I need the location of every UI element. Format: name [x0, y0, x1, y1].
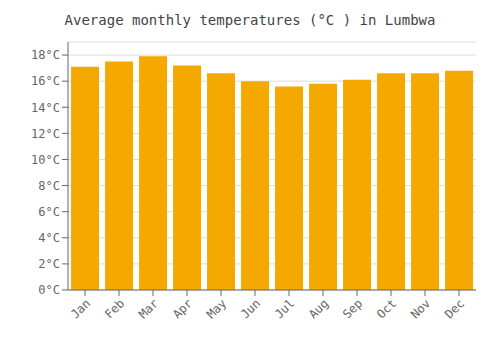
svg-text:4°C: 4°C — [38, 231, 60, 245]
svg-text:Mar: Mar — [136, 296, 161, 321]
svg-text:Jun: Jun — [238, 296, 263, 321]
svg-text:Apr: Apr — [170, 296, 195, 321]
svg-text:18°C: 18°C — [31, 48, 60, 62]
svg-text:Oct: Oct — [374, 296, 399, 321]
svg-text:2°C: 2°C — [38, 257, 60, 271]
svg-text:Aug: Aug — [306, 296, 331, 321]
svg-text:Jan: Jan — [68, 296, 93, 321]
svg-text:Feb: Feb — [102, 296, 127, 321]
svg-text:Dec: Dec — [442, 296, 467, 321]
svg-text:8°C: 8°C — [38, 179, 60, 193]
svg-text:14°C: 14°C — [31, 101, 60, 115]
svg-text:6°C: 6°C — [38, 205, 60, 219]
svg-text:12°C: 12°C — [31, 127, 60, 141]
html-text:Average monthly temperatures (: Average monthly temperatures (°C ) in Lu… — [64, 12, 436, 28]
svg-text:May: May — [204, 296, 229, 321]
svg-text:Nov: Nov — [408, 296, 433, 321]
svg-text:Jul: Jul — [272, 296, 297, 321]
svg-text:16°C: 16°C — [31, 74, 60, 88]
svg-text:0°C: 0°C — [38, 283, 60, 297]
svg-text:10°C: 10°C — [31, 153, 60, 167]
svg-text:Sep: Sep — [340, 296, 365, 321]
